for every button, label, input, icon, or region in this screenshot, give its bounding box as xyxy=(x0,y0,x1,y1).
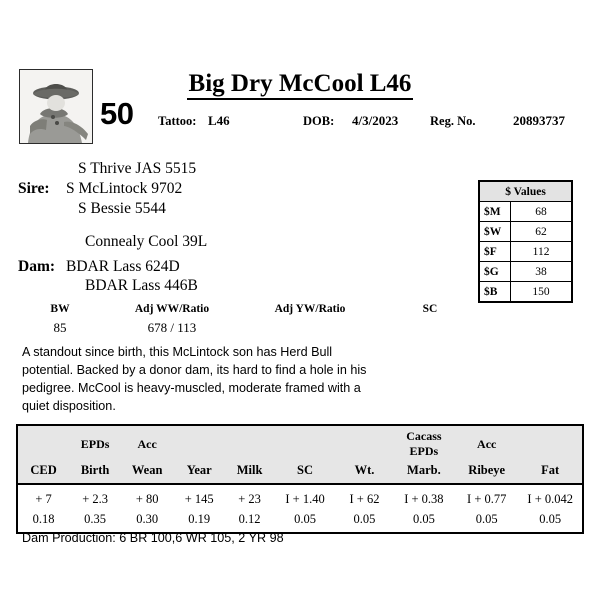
page-title: Big Dry McCool L46 xyxy=(0,70,600,100)
epd-value: + 7 xyxy=(35,491,52,506)
dam-granddam: BDAR Lass 446B xyxy=(85,277,198,294)
epd-value: I + 0.38 xyxy=(404,491,444,506)
epd-group-spacer xyxy=(225,425,274,459)
dam-name: BDAR Lass 624D xyxy=(66,258,180,275)
dob-label: DOB: xyxy=(303,114,335,128)
epd-group-spacer xyxy=(173,425,226,459)
epd-value-row: + 7 + 2.3 + 80 + 145 + 23 I + 1.40 I + 6… xyxy=(17,484,583,509)
table-row: $G 38 xyxy=(478,261,573,282)
epd-column-header: Year xyxy=(173,459,226,485)
epd-accuracy: 0.05 xyxy=(353,511,376,526)
dollar-value-key: $G xyxy=(478,261,512,282)
dollar-value-amount: 112 xyxy=(510,241,573,262)
epd-value: + 145 xyxy=(184,491,214,506)
dollar-value-amount: 68 xyxy=(510,201,573,222)
epd-value: I + 62 xyxy=(349,491,380,506)
epd-accuracy: 0.12 xyxy=(238,511,261,526)
epd-group-spacer xyxy=(17,425,70,459)
epd-group-spacer xyxy=(518,425,583,459)
dam-grandsire: Connealy Cool 39L xyxy=(85,233,208,250)
dam-label: Dam: xyxy=(18,258,56,275)
tattoo-label: Tattoo: xyxy=(158,114,197,128)
sire-name: S McLintock 9702 xyxy=(66,180,183,197)
epd-accuracy-row: 0.18 0.35 0.30 0.19 0.12 0.05 0.05 0.05 … xyxy=(17,509,583,533)
epd-column-header: Fat xyxy=(518,459,583,485)
epd-column-header: Milk xyxy=(225,459,274,485)
epd-column-header: CED xyxy=(17,459,70,485)
dollar-value-amount: 62 xyxy=(510,221,573,242)
epd-group-epds: EPDs xyxy=(69,425,122,459)
table-row: $M 68 xyxy=(478,201,573,222)
epd-column-header: Marb. xyxy=(392,459,456,485)
dollar-values-title: $ Values xyxy=(478,180,573,202)
epd-column-header: Ribeye xyxy=(455,459,519,485)
bw-label: BW xyxy=(50,303,70,315)
epd-header-row: CED Birth Wean Year Milk SC Wt. Marb. Ri… xyxy=(17,459,583,485)
epd-accuracy: 0.05 xyxy=(475,511,498,526)
lot-number: 50 xyxy=(100,96,134,131)
epd-accuracy: 0.18 xyxy=(32,511,55,526)
dollar-values-table: $ Values $M 68 $W 62 $F 112 $G 38 $B 150 xyxy=(478,180,573,303)
epd-column-header: Wt. xyxy=(336,459,393,485)
sire-grandsire: S Thrive JAS 5515 xyxy=(78,160,197,177)
adj-ww-ratio-label: Adj WW/Ratio xyxy=(134,303,210,315)
bw-value: 85 xyxy=(53,320,67,335)
epd-group-carcass-acc: Acc xyxy=(455,425,519,459)
epd-group-row: EPDs Acc Cacass EPDs Acc xyxy=(17,425,583,459)
registration-value: 20893737 xyxy=(513,113,565,128)
epd-accuracy: 0.05 xyxy=(539,511,562,526)
adj-yw-ratio-label: Adj YW/Ratio xyxy=(274,303,346,315)
epd-column-header: SC xyxy=(273,459,337,485)
epd-value: I + 0.042 xyxy=(527,491,573,506)
dob-value: 4/3/2023 xyxy=(352,113,399,128)
epd-value: I + 1.40 xyxy=(285,491,325,506)
dollar-value-key: $F xyxy=(478,241,512,262)
epd-accuracy: 0.30 xyxy=(136,511,159,526)
dollar-value-amount: 38 xyxy=(510,261,573,282)
dollar-value-key: $M xyxy=(478,201,512,222)
epd-group-acc: Acc xyxy=(121,425,174,459)
epd-column-header: Birth xyxy=(69,459,122,485)
dam-production-text: Dam Production: 6 BR 100,6 WR 105, 2 YR … xyxy=(22,531,284,545)
epd-value: + 2.3 xyxy=(82,491,108,506)
registration-label: Reg. No. xyxy=(430,114,476,128)
epd-accuracy: 0.35 xyxy=(84,511,107,526)
description-text: A standout since birth, this McLintock s… xyxy=(22,345,367,413)
dollar-value-key: $B xyxy=(478,281,512,303)
dollar-value-key: $W xyxy=(478,221,512,242)
epd-group-carcass: Cacass EPDs xyxy=(392,425,456,459)
epd-group-spacer xyxy=(273,425,337,459)
cowboy-portrait-icon xyxy=(20,70,92,143)
dollar-value-amount: 150 xyxy=(510,281,573,303)
sc-measure-label: SC xyxy=(422,303,438,315)
epd-accuracy: 0.19 xyxy=(188,511,211,526)
epd-accuracy: 0.05 xyxy=(412,511,435,526)
dollar-values-header-row: $ Values xyxy=(478,180,573,202)
epd-group-spacer xyxy=(336,425,393,459)
table-row: $W 62 xyxy=(478,221,573,242)
adj-ww-ratio-value: 678 / 113 xyxy=(147,320,197,335)
epd-table: EPDs Acc Cacass EPDs Acc CED Birth Wean … xyxy=(16,424,584,534)
epd-value: I + 0.77 xyxy=(467,491,507,506)
epd-value: + 80 xyxy=(135,491,159,506)
table-row: $F 112 xyxy=(478,241,573,262)
epd-value: + 23 xyxy=(238,491,261,506)
epd-accuracy: 0.05 xyxy=(294,511,316,526)
table-row: $B 150 xyxy=(478,281,573,303)
tattoo-value: L46 xyxy=(208,113,230,128)
sire-label: Sire: xyxy=(18,180,50,197)
epd-column-header: Wean xyxy=(121,459,174,485)
sire-granddam: S Bessie 5544 xyxy=(78,200,166,217)
animal-photo xyxy=(19,69,93,144)
page-title-text: Big Dry McCool L46 xyxy=(186,70,414,100)
